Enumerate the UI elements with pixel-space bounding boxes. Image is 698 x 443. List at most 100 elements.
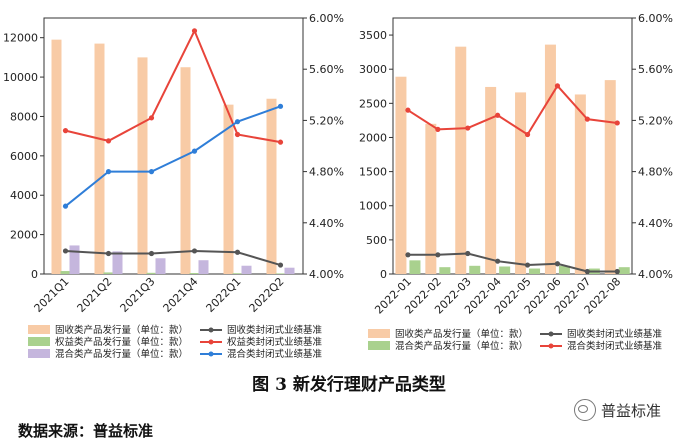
line-point (465, 250, 471, 257)
bar (284, 267, 295, 274)
line-point (191, 148, 198, 154)
y-tick-label: 1500 (359, 166, 387, 179)
x-tick-label: 2021Q4 (161, 275, 201, 315)
bar (266, 98, 277, 274)
bar (137, 57, 148, 275)
line-point (405, 252, 411, 258)
legend-swatch (368, 341, 390, 350)
y-tick-label: 500 (366, 234, 387, 247)
line-point (234, 119, 241, 125)
line-point (62, 203, 69, 209)
bar (223, 104, 234, 275)
legend-label: 固收类产品发行量（单位：款） (395, 328, 528, 340)
line-point (584, 116, 590, 122)
legend-label: 权益类产品发行量（单位：款） (55, 336, 188, 348)
line-point (62, 248, 69, 254)
y-tick-label: 8000 (10, 110, 38, 123)
line-point (234, 249, 241, 255)
watermark-text: 普益标准 (601, 401, 662, 420)
plot-frame-1 (392, 17, 633, 275)
line-point (435, 126, 441, 132)
bar (499, 266, 511, 274)
series-line (407, 252, 618, 273)
legend-marker (208, 327, 214, 333)
plot-frame-0 (43, 17, 304, 275)
x-tick-label: 2021Q2 (75, 275, 115, 315)
y-tick-label: 3000 (359, 63, 387, 76)
bar (574, 94, 586, 274)
line-point (405, 107, 411, 113)
bar (469, 265, 481, 274)
bar (198, 260, 209, 274)
legend-marker (208, 339, 214, 345)
legend-label: 混合类产品发行量（单位：款） (395, 340, 528, 352)
series-line (407, 84, 618, 136)
bar (515, 92, 527, 274)
legend-marker (208, 351, 214, 357)
line-point (465, 125, 471, 131)
line-point (277, 139, 284, 145)
bar (232, 273, 243, 274)
legend-label: 混合类产品发行量（单位：款） (55, 348, 188, 360)
y2-tick-label: 5.60% (638, 63, 673, 76)
y2-tick-label: 5.20% (638, 114, 673, 127)
line-point (435, 252, 441, 258)
legend-label: 混合类封闭式业绩基准 (227, 348, 323, 360)
legend-swatch (368, 329, 390, 338)
line-point (495, 258, 501, 264)
bar (544, 44, 556, 275)
y-tick-label: 1000 (359, 200, 387, 213)
bar (439, 267, 451, 274)
y-tick-label: 10000 (3, 71, 38, 84)
line-point (524, 131, 531, 138)
x-tick-label: 2022Q2 (247, 275, 287, 315)
bar (529, 268, 541, 274)
y-tick-label: 6000 (10, 150, 38, 163)
bar (425, 123, 437, 275)
y2-tick-label: 4.00% (309, 268, 344, 281)
bar (60, 271, 71, 274)
line-point (191, 28, 198, 34)
legend-label: 固收类封闭式业绩基准 (227, 324, 323, 336)
legend-swatch (28, 325, 50, 334)
y-tick-label: 0 (380, 268, 387, 281)
bar (180, 67, 191, 274)
series-line (64, 105, 281, 207)
line-point (554, 83, 561, 89)
y2-tick-label: 5.60% (309, 63, 344, 76)
line-point (584, 268, 590, 275)
line-point (554, 261, 561, 267)
bar (395, 76, 407, 274)
legend-label: 权益类封闭式业绩基准 (227, 336, 323, 348)
data-source-note: 数据来源：普益标准 (18, 422, 154, 440)
bar (558, 265, 570, 274)
bar (189, 273, 200, 274)
series-line (65, 28, 281, 144)
bar (455, 46, 467, 275)
bar (604, 80, 616, 274)
y-tick-label: 12000 (3, 32, 38, 45)
bar (485, 86, 497, 274)
watermark: 普益标准 (574, 399, 661, 421)
wechat-icon (574, 399, 596, 421)
y-tick-label: 2500 (359, 97, 387, 110)
line-point (277, 103, 284, 109)
legend-label: 固收类封闭式业绩基准 (567, 328, 663, 340)
y-tick-label: 2000 (359, 131, 387, 144)
y-tick-label: 4000 (10, 189, 38, 202)
y2-tick-label: 4.40% (309, 217, 344, 230)
y-tick-label: 3500 (359, 29, 387, 42)
line-point (148, 115, 155, 121)
line-point (191, 248, 198, 254)
legend-label: 混合类封闭式业绩基准 (567, 340, 663, 352)
bar (94, 43, 105, 274)
line-point (62, 128, 69, 134)
line-point (614, 120, 620, 126)
legend-label: 固收类产品发行量（单位：款） (55, 324, 188, 336)
bar (155, 258, 166, 274)
line-point (614, 268, 620, 275)
bar (409, 260, 421, 274)
bar (51, 39, 62, 275)
y2-tick-label: 6.00% (309, 12, 344, 25)
line-point (234, 131, 241, 138)
